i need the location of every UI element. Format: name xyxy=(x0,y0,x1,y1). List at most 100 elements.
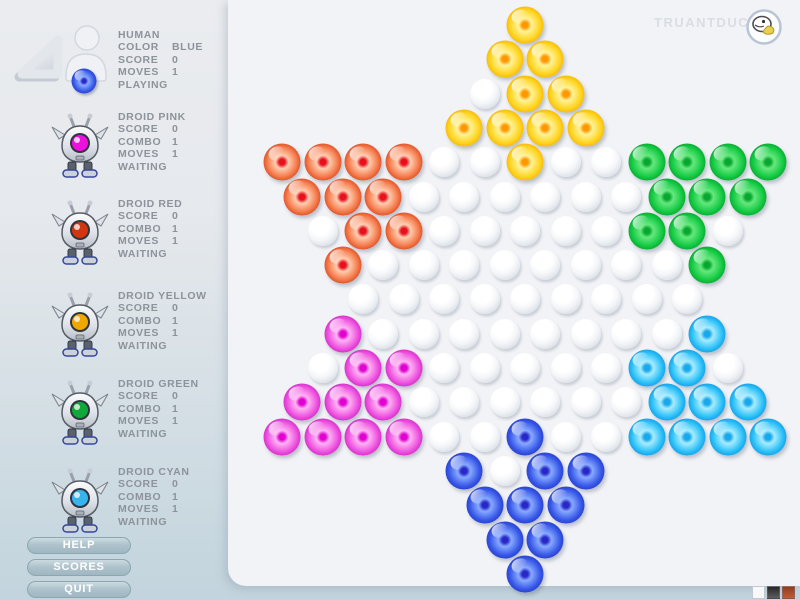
board-hole[interactable] xyxy=(368,318,399,349)
board-hole[interactable] xyxy=(489,250,520,281)
board-hole[interactable] xyxy=(469,215,500,246)
marble-magenta[interactable] xyxy=(283,383,321,421)
marble-blue[interactable] xyxy=(526,452,564,490)
board-hole[interactable] xyxy=(408,250,439,281)
board-hole[interactable] xyxy=(429,147,459,178)
marble-blue[interactable] xyxy=(466,486,503,524)
marble-magenta[interactable] xyxy=(324,315,362,353)
board-hole[interactable] xyxy=(489,318,520,349)
board-hole[interactable] xyxy=(469,353,500,383)
board-hole[interactable] xyxy=(429,215,459,246)
marble-blue[interactable] xyxy=(526,521,564,558)
marble-red[interactable] xyxy=(324,246,362,284)
board-hole[interactable] xyxy=(530,181,561,212)
marble-blue[interactable] xyxy=(567,452,605,490)
board-hole[interactable] xyxy=(570,387,601,418)
marble-red[interactable] xyxy=(385,143,422,181)
board-hole[interactable] xyxy=(550,353,581,383)
marble-green[interactable] xyxy=(628,212,665,250)
theme-swatch-orange[interactable] xyxy=(782,586,795,599)
theme-swatch-light[interactable] xyxy=(752,586,765,599)
marble-red[interactable] xyxy=(344,143,382,181)
board-hole[interactable] xyxy=(611,387,642,418)
board-hole[interactable] xyxy=(368,250,399,281)
marble-green[interactable] xyxy=(648,178,686,215)
board-hole[interactable] xyxy=(449,387,480,418)
board-hole[interactable] xyxy=(550,421,581,452)
board-hole[interactable] xyxy=(489,455,520,486)
marble-cyan[interactable] xyxy=(709,418,746,456)
board-hole[interactable] xyxy=(489,181,520,212)
board-hole[interactable] xyxy=(449,318,480,349)
board-hole[interactable] xyxy=(449,250,480,281)
marble-red[interactable] xyxy=(344,212,382,250)
board-hole[interactable] xyxy=(712,353,743,383)
marble-magenta[interactable] xyxy=(344,418,382,456)
marble-blue[interactable] xyxy=(506,486,544,524)
board-hole[interactable] xyxy=(570,250,601,281)
marble-cyan[interactable] xyxy=(749,418,787,456)
marble-cyan[interactable] xyxy=(668,349,706,387)
board-hole[interactable] xyxy=(530,318,561,349)
board-hole[interactable] xyxy=(530,387,561,418)
marble-cyan[interactable] xyxy=(688,383,726,421)
board-hole[interactable] xyxy=(712,215,743,246)
board-hole[interactable] xyxy=(429,284,459,315)
board-hole[interactable] xyxy=(550,147,581,178)
marble-cyan[interactable] xyxy=(628,349,665,387)
board-hole[interactable] xyxy=(429,421,459,452)
board-hole[interactable] xyxy=(429,353,459,383)
marble-green[interactable] xyxy=(668,143,706,181)
marble-blue[interactable] xyxy=(547,486,584,524)
marble-red[interactable] xyxy=(324,178,362,215)
marble-magenta[interactable] xyxy=(344,349,382,387)
marble-red[interactable] xyxy=(263,143,301,181)
marble-yellow[interactable] xyxy=(526,109,564,147)
marble-cyan[interactable] xyxy=(729,383,767,421)
marble-yellow[interactable] xyxy=(506,75,544,113)
marble-red[interactable] xyxy=(364,178,402,215)
board-hole[interactable] xyxy=(469,147,500,178)
marble-yellow[interactable] xyxy=(506,143,544,181)
marble-blue[interactable] xyxy=(445,452,483,490)
marble-blue[interactable] xyxy=(486,521,524,558)
board-hole[interactable] xyxy=(591,147,621,178)
board-hole[interactable] xyxy=(631,284,662,315)
marble-red[interactable] xyxy=(304,143,341,181)
marble-green[interactable] xyxy=(729,178,767,215)
marble-blue[interactable] xyxy=(506,418,544,456)
marble-green[interactable] xyxy=(668,212,706,250)
board-hole[interactable] xyxy=(651,318,682,349)
board-hole[interactable] xyxy=(489,387,520,418)
board-hole[interactable] xyxy=(591,284,621,315)
board-hole[interactable] xyxy=(550,284,581,315)
marble-yellow[interactable] xyxy=(567,109,605,147)
marble-cyan[interactable] xyxy=(628,418,665,456)
marble-magenta[interactable] xyxy=(385,418,422,456)
marble-green[interactable] xyxy=(688,246,726,284)
marble-magenta[interactable] xyxy=(324,383,362,421)
marble-blue[interactable] xyxy=(506,555,544,593)
marble-green[interactable] xyxy=(749,143,787,181)
board-hole[interactable] xyxy=(469,284,500,315)
marble-yellow[interactable] xyxy=(526,40,564,78)
marble-cyan[interactable] xyxy=(688,315,726,353)
board-hole[interactable] xyxy=(611,318,642,349)
marble-yellow[interactable] xyxy=(486,40,524,78)
scores-button[interactable]: SCORES xyxy=(27,559,131,576)
board-hole[interactable] xyxy=(307,353,338,383)
marble-yellow[interactable] xyxy=(506,6,544,44)
board-hole[interactable] xyxy=(591,421,621,452)
marble-yellow[interactable] xyxy=(486,109,524,147)
marble-red[interactable] xyxy=(385,212,422,250)
board-hole[interactable] xyxy=(469,78,500,109)
board-hole[interactable] xyxy=(449,181,480,212)
board-hole[interactable] xyxy=(408,181,439,212)
marble-yellow[interactable] xyxy=(445,109,483,147)
marble-cyan[interactable] xyxy=(648,383,686,421)
quit-button[interactable]: QUIT xyxy=(27,581,131,598)
help-button[interactable]: HELP xyxy=(27,537,131,554)
marble-green[interactable] xyxy=(628,143,665,181)
marble-cyan[interactable] xyxy=(668,418,706,456)
board-hole[interactable] xyxy=(408,387,439,418)
